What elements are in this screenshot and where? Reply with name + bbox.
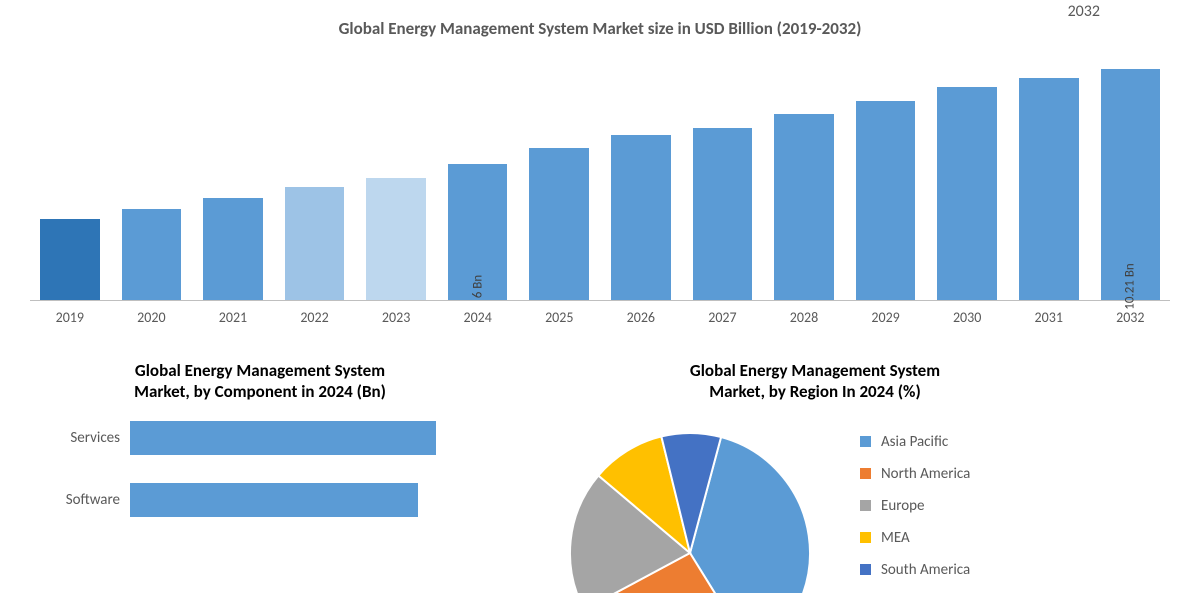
legend-swatch	[860, 564, 871, 575]
legend-label: Asia Pacific	[881, 433, 948, 451]
bar-col	[285, 51, 345, 300]
bar: 6 Bn	[448, 164, 508, 300]
bar-col	[366, 51, 426, 300]
bar-col	[774, 51, 834, 300]
bar-xaxis-label: 2028	[774, 309, 834, 326]
bar-value-label: 6 Bn	[470, 275, 485, 298]
bar-col	[529, 51, 589, 300]
legend-swatch	[860, 532, 871, 543]
hbar-chart: Global Energy Management System Market, …	[30, 360, 490, 545]
hbar-chart-title: Global Energy Management System Market, …	[30, 360, 490, 403]
pie-chart-plot	[540, 413, 840, 593]
bar	[856, 101, 916, 300]
hbar-category-label: Software	[30, 491, 130, 509]
bar-col	[203, 51, 263, 300]
bar	[203, 198, 263, 300]
bar-xaxis-label: 2024	[448, 309, 508, 326]
bar-xaxis-label: 2030	[937, 309, 997, 326]
bar-col	[937, 51, 997, 300]
bar-value-label: 10.21 Bn	[1123, 263, 1138, 309]
bar-xaxis-label: 2026	[611, 309, 671, 326]
pie-title-line1: Global Energy Management System	[690, 360, 940, 381]
bar-xaxis-label: 2032	[1101, 309, 1161, 326]
bar	[1019, 78, 1079, 300]
bar-col	[40, 51, 100, 300]
bar-chart: Global Energy Management System Market s…	[30, 18, 1170, 328]
legend-swatch	[860, 468, 871, 479]
bar-xaxis-label: 2022	[285, 309, 345, 326]
pie-chart-title: Global Energy Management System Market, …	[540, 360, 1170, 403]
bar-col: 6 Bn	[448, 51, 508, 300]
legend-item: Asia Pacific	[860, 433, 970, 451]
bar	[285, 187, 345, 300]
bar	[611, 135, 671, 300]
hbar-fill	[130, 483, 418, 517]
bar-chart-title: Global Energy Management System Market s…	[30, 18, 1170, 39]
legend-swatch	[860, 436, 871, 447]
bar-xaxis-label: 2031	[1019, 309, 1079, 326]
bar-xaxis-label: 2020	[122, 309, 182, 326]
bar	[693, 128, 753, 300]
pie-chart: Global Energy Management System Market, …	[540, 360, 1170, 593]
legend-item: Europe	[860, 497, 970, 515]
hbar-row: Services	[30, 421, 490, 455]
legend-item: North America	[860, 465, 970, 483]
bar	[937, 87, 997, 300]
hbar-category-label: Services	[30, 429, 130, 447]
legend-label: North America	[881, 465, 970, 483]
bar	[122, 209, 182, 300]
hbar-fill	[130, 421, 436, 455]
bar-xaxis-label: 2021	[203, 309, 263, 326]
bar-col	[611, 51, 671, 300]
bar-xaxis-label: 2023	[366, 309, 426, 326]
pie-chart-legend: Asia Pacific North America Europe MEA South …	[840, 413, 970, 593]
bar-xaxis-label: 2025	[529, 309, 589, 326]
bar-col: 10.21 Bn	[1101, 51, 1161, 300]
bar-col	[1019, 51, 1079, 300]
legend-label: Europe	[881, 497, 924, 515]
legend-label: MEA	[881, 529, 910, 547]
hbar-title-line1: Global Energy Management System	[135, 360, 385, 381]
bar-xaxis-label: 2027	[693, 309, 753, 326]
bar-chart-xaxis: 2019 2020 2021 2022 2023 2024 2025 2026 2027 2028…	[30, 301, 1170, 326]
hbar-row: Software	[30, 483, 490, 517]
bar-col	[693, 51, 753, 300]
bar	[529, 148, 589, 300]
legend-item: South America	[860, 561, 970, 579]
bar	[40, 219, 100, 300]
bar: 10.21 Bn	[1101, 69, 1161, 300]
legend-label: South America	[881, 561, 970, 579]
bar	[366, 178, 426, 300]
hbar-title-line2: Market, by Component in 2024 (Bn)	[134, 381, 386, 402]
pie-title-line2: Market, by Region In 2024 (%)	[709, 381, 921, 402]
bar	[774, 114, 834, 300]
bar-col	[856, 51, 916, 300]
bar-col	[122, 51, 182, 300]
bar-xaxis-label: 2019	[40, 309, 100, 326]
bar-chart-plot: 6 Bn 10.21 Bn	[30, 51, 1170, 301]
legend-swatch	[860, 500, 871, 511]
bar-xaxis-label: 2029	[856, 309, 916, 326]
legend-item: MEA	[860, 529, 970, 547]
